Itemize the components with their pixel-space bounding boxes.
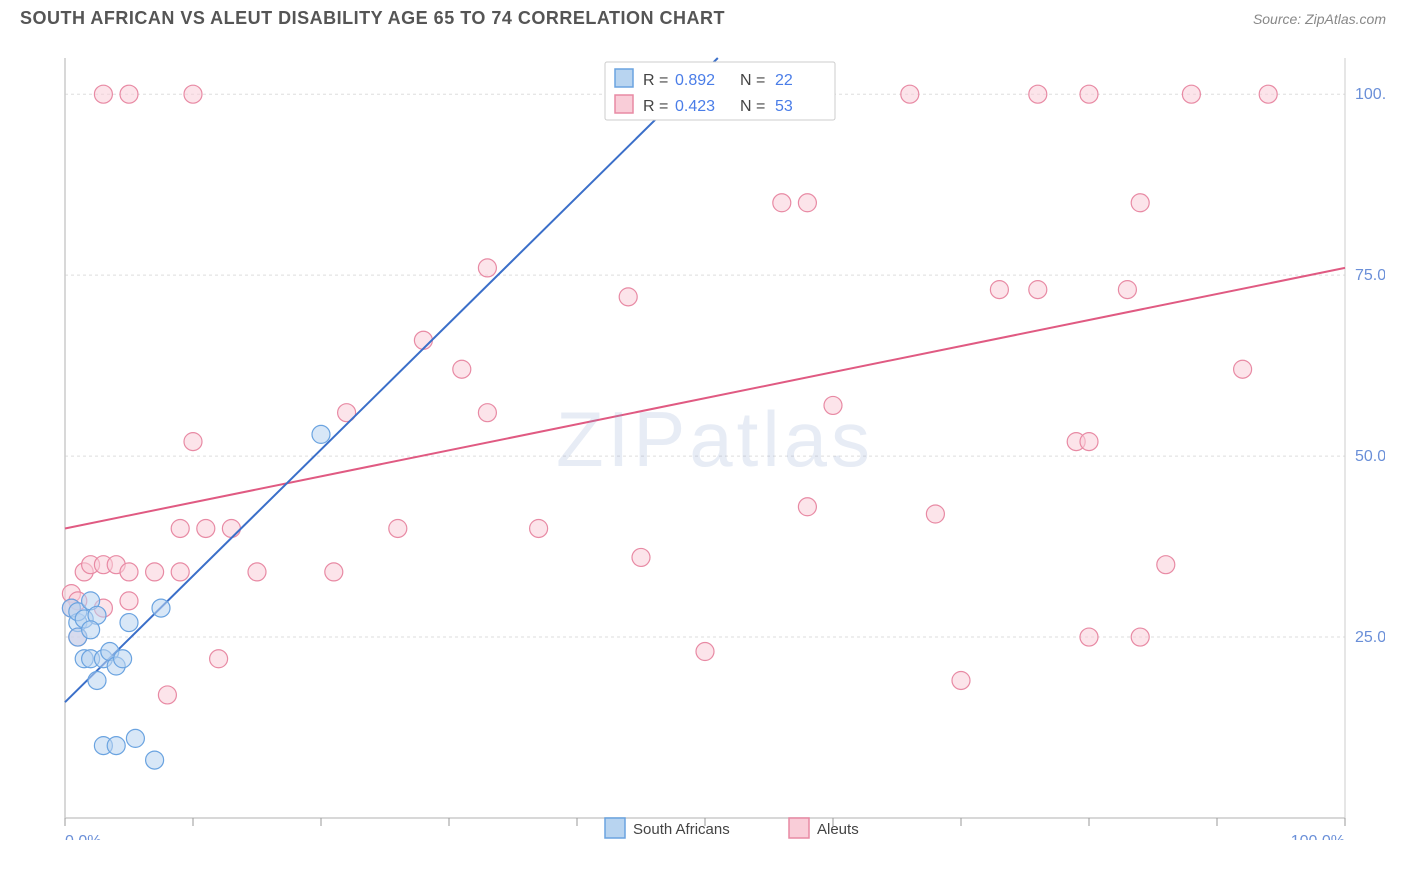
- data-point: [1118, 281, 1136, 299]
- data-point: [1131, 194, 1149, 212]
- data-point: [389, 519, 407, 537]
- data-point: [1029, 85, 1047, 103]
- chart-header: SOUTH AFRICAN VS ALEUT DISABILITY AGE 65…: [0, 0, 1406, 33]
- data-point: [1131, 628, 1149, 646]
- data-point: [248, 563, 266, 581]
- data-point: [94, 85, 112, 103]
- data-point: [696, 643, 714, 661]
- data-point: [146, 563, 164, 581]
- data-point: [152, 599, 170, 617]
- data-point: [210, 650, 228, 668]
- data-point: [82, 621, 100, 639]
- data-point: [1080, 85, 1098, 103]
- stat-n-value: 22: [775, 72, 793, 89]
- data-point: [197, 519, 215, 537]
- data-point: [126, 729, 144, 747]
- data-point: [120, 563, 138, 581]
- data-point: [120, 85, 138, 103]
- data-point: [530, 519, 548, 537]
- data-point: [184, 433, 202, 451]
- data-point: [1029, 281, 1047, 299]
- legend-label: South Africans: [633, 821, 730, 838]
- chart-title: SOUTH AFRICAN VS ALEUT DISABILITY AGE 65…: [20, 8, 725, 29]
- legend-swatch: [605, 818, 625, 838]
- x-axis-label: 100.0%: [1291, 833, 1345, 840]
- data-point: [619, 288, 637, 306]
- stat-n-label: N =: [740, 72, 765, 89]
- data-point: [312, 425, 330, 443]
- stats-box: [605, 62, 835, 120]
- chart-container: ZIPatlas 0.0%100.0%25.0%50.0%75.0%100.0%…: [45, 48, 1385, 840]
- legend-label: Aleuts: [817, 821, 859, 838]
- data-point: [901, 85, 919, 103]
- data-point: [114, 650, 132, 668]
- data-point: [453, 360, 471, 378]
- data-point: [1157, 556, 1175, 574]
- data-point: [120, 592, 138, 610]
- regression-line: [65, 268, 1345, 529]
- data-point: [798, 498, 816, 516]
- stat-r-value: 0.423: [675, 98, 715, 115]
- data-point: [1234, 360, 1252, 378]
- legend-swatch: [789, 818, 809, 838]
- data-point: [1182, 85, 1200, 103]
- data-point: [798, 194, 816, 212]
- stat-r-label: R =: [643, 72, 668, 89]
- data-point: [171, 563, 189, 581]
- data-point: [1259, 85, 1277, 103]
- y-axis-label: 75.0%: [1355, 267, 1385, 284]
- chart-source: Source: ZipAtlas.com: [1253, 11, 1386, 27]
- data-point: [222, 519, 240, 537]
- data-point: [414, 331, 432, 349]
- legend-swatch: [615, 95, 633, 113]
- stat-r-label: R =: [643, 98, 668, 115]
- scatter-chart-svg: 0.0%100.0%25.0%50.0%75.0%100.0%Disabilit…: [45, 48, 1385, 840]
- data-point: [952, 671, 970, 689]
- stat-n-value: 53: [775, 98, 793, 115]
- data-point: [773, 194, 791, 212]
- data-point: [325, 563, 343, 581]
- data-point: [926, 505, 944, 523]
- data-point: [171, 519, 189, 537]
- data-point: [1080, 433, 1098, 451]
- stat-r-value: 0.892: [675, 72, 715, 89]
- data-point: [120, 614, 138, 632]
- data-point: [184, 85, 202, 103]
- data-point: [146, 751, 164, 769]
- data-point: [990, 281, 1008, 299]
- data-point: [478, 404, 496, 422]
- data-point: [824, 396, 842, 414]
- data-point: [158, 686, 176, 704]
- data-point: [107, 737, 125, 755]
- legend-swatch: [615, 69, 633, 87]
- y-axis-label: 100.0%: [1355, 86, 1385, 103]
- x-axis-label: 0.0%: [65, 833, 101, 840]
- data-point: [478, 259, 496, 277]
- data-point: [632, 548, 650, 566]
- y-axis-label: 50.0%: [1355, 448, 1385, 465]
- data-point: [88, 671, 106, 689]
- y-axis-label: 25.0%: [1355, 629, 1385, 646]
- data-point: [1080, 628, 1098, 646]
- stat-n-label: N =: [740, 98, 765, 115]
